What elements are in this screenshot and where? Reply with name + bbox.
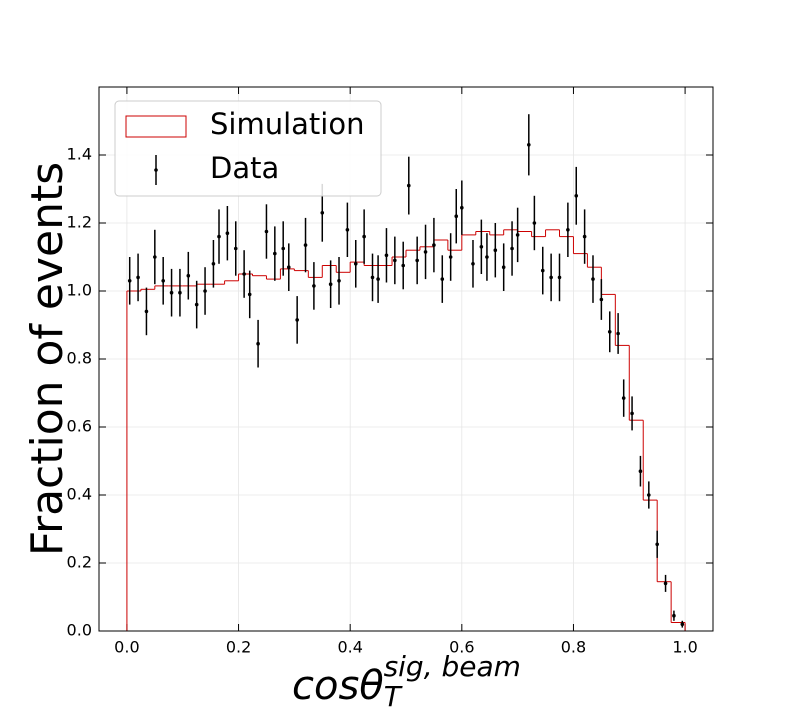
data-point — [401, 263, 406, 268]
data-point — [303, 243, 308, 247]
data-point — [247, 292, 252, 297]
data-point — [423, 250, 428, 254]
data-point — [194, 302, 199, 307]
data-point — [493, 248, 498, 252]
data-point — [362, 234, 366, 239]
data-point — [515, 233, 520, 237]
legend-box — [114, 100, 382, 197]
x-axis-label: cosθTsig, beam — [292, 650, 521, 713]
y-tick-label: 0.0 — [67, 621, 92, 640]
data-point — [432, 243, 436, 247]
y-tick-label: 0.2 — [67, 553, 92, 572]
data-point — [169, 290, 174, 295]
data-point — [532, 221, 537, 225]
data-point — [501, 265, 506, 270]
data-point — [582, 234, 587, 239]
data-point — [178, 290, 182, 295]
data-point — [599, 297, 604, 302]
data-point — [616, 331, 620, 336]
data-point — [384, 253, 389, 258]
data-point — [448, 255, 453, 259]
data-point — [273, 251, 277, 256]
data-point — [153, 255, 157, 259]
x-tick-label: 0.0 — [114, 638, 139, 657]
data-point — [217, 234, 221, 239]
data-point — [510, 246, 514, 251]
histogram — [126, 229, 686, 631]
data-point — [242, 272, 246, 276]
data-point — [393, 258, 397, 263]
data-point — [233, 246, 238, 251]
data-point — [328, 282, 333, 287]
data-point — [471, 262, 475, 266]
data-point — [479, 245, 484, 249]
data-point — [320, 211, 325, 215]
legend-label: Data — [210, 151, 279, 185]
data-point — [337, 279, 341, 283]
data-point — [286, 265, 291, 270]
data-point — [630, 411, 634, 416]
data-point — [591, 277, 595, 281]
x-tick-label: 0.6 — [449, 638, 474, 657]
x-label-base: cosθ — [292, 663, 384, 709]
data-point — [574, 194, 579, 198]
data-point — [127, 279, 132, 283]
data-point — [281, 246, 286, 251]
y-tick-label: 1.2 — [67, 213, 92, 232]
data-point — [415, 258, 419, 263]
data-point — [440, 277, 445, 281]
data-point — [376, 277, 380, 281]
data-point — [672, 613, 676, 618]
data-point — [527, 143, 531, 147]
data-point — [225, 231, 230, 235]
x-tick-label: 1.0 — [672, 638, 697, 657]
legend-label: Simulation — [210, 107, 364, 141]
data-point — [370, 275, 375, 280]
data-point — [406, 183, 411, 188]
data-point — [345, 228, 350, 232]
y-tick-label: 0.6 — [67, 417, 92, 436]
data-point — [485, 255, 489, 259]
data-point — [557, 275, 562, 280]
y-tick-label: 0.8 — [67, 349, 92, 368]
y-tick-label: 0.4 — [67, 485, 92, 504]
data-point — [680, 622, 685, 626]
data-point — [638, 469, 643, 474]
x-tick-label: 0.8 — [561, 638, 586, 657]
data-point — [186, 273, 191, 278]
data-point — [312, 284, 316, 288]
x-tick-label: 0.4 — [337, 638, 362, 657]
data-point — [211, 262, 216, 266]
data-point — [549, 275, 553, 280]
data-point — [540, 268, 545, 273]
legend-swatch — [154, 168, 158, 172]
data-point — [203, 289, 207, 293]
data-point — [264, 229, 269, 234]
data-point — [655, 542, 659, 547]
data-point — [161, 279, 165, 283]
x-label-sup: sig, beam — [384, 650, 521, 683]
data-point — [295, 318, 299, 322]
data-point — [621, 396, 626, 400]
data-point — [256, 341, 260, 346]
x-tick-label: 0.2 — [226, 638, 251, 657]
data-point — [566, 228, 570, 232]
data-point — [607, 330, 612, 334]
y-tick-label: 1.4 — [67, 145, 92, 164]
data-point — [144, 309, 149, 314]
data-point — [460, 205, 464, 210]
legend-swatch — [125, 115, 187, 138]
data-point — [647, 493, 651, 497]
y-axis-label: Fraction of events — [22, 162, 73, 556]
data-point — [454, 214, 459, 218]
plot-frame — [98, 86, 714, 632]
y-tick-label: 1.0 — [67, 281, 92, 300]
data-points — [127, 114, 685, 628]
data-point — [353, 262, 358, 266]
data-point — [663, 581, 668, 586]
data-point — [136, 275, 140, 280]
